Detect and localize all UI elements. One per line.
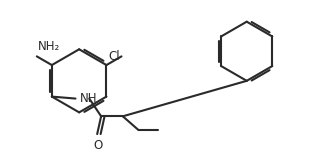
Text: NH₂: NH₂ bbox=[38, 40, 60, 53]
Text: NH: NH bbox=[80, 92, 97, 105]
Text: O: O bbox=[94, 139, 103, 152]
Text: Cl: Cl bbox=[108, 50, 120, 63]
